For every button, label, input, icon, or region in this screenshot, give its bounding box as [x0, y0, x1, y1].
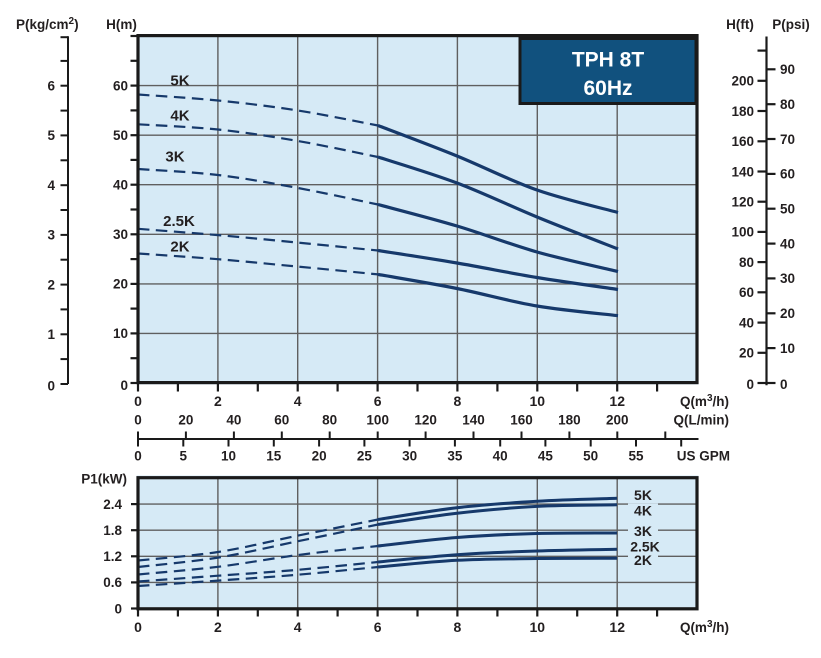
- svg-text:50: 50: [780, 202, 795, 217]
- svg-text:0: 0: [134, 619, 142, 635]
- svg-text:180: 180: [731, 104, 754, 119]
- svg-text:5K: 5K: [634, 487, 652, 503]
- svg-text:4: 4: [47, 178, 55, 193]
- svg-text:1.2: 1.2: [103, 549, 122, 564]
- svg-text:30: 30: [402, 448, 417, 463]
- svg-text:80: 80: [322, 413, 337, 428]
- svg-text:50: 50: [583, 448, 598, 463]
- svg-text:0: 0: [746, 377, 754, 392]
- svg-text:2: 2: [214, 393, 222, 409]
- svg-text:20: 20: [113, 277, 128, 292]
- svg-text:0: 0: [47, 378, 55, 393]
- svg-text:4: 4: [294, 393, 302, 409]
- svg-text:3K: 3K: [165, 148, 184, 165]
- svg-text:5: 5: [47, 128, 55, 143]
- svg-text:2K: 2K: [170, 238, 189, 255]
- svg-text:20: 20: [312, 448, 327, 463]
- svg-text:10: 10: [780, 341, 795, 356]
- svg-text:4K: 4K: [634, 503, 652, 519]
- svg-text:60: 60: [780, 167, 795, 182]
- svg-text:200: 200: [606, 413, 629, 428]
- svg-text:0: 0: [134, 413, 142, 428]
- svg-text:25: 25: [357, 448, 373, 463]
- svg-text:0: 0: [120, 378, 128, 393]
- svg-text:30: 30: [780, 271, 795, 286]
- svg-text:0: 0: [134, 393, 142, 409]
- svg-text:30: 30: [113, 227, 128, 242]
- svg-text:P(kg/cm2): P(kg/cm2): [16, 16, 79, 32]
- svg-text:TPH 8T: TPH 8T: [572, 49, 645, 72]
- svg-text:5K: 5K: [170, 72, 189, 89]
- svg-text:6: 6: [374, 619, 382, 635]
- svg-text:80: 80: [739, 255, 754, 270]
- svg-text:140: 140: [731, 164, 754, 179]
- svg-text:8: 8: [454, 393, 462, 409]
- svg-text:Q(L/min): Q(L/min): [674, 413, 730, 428]
- svg-text:Q(m3/h): Q(m3/h): [680, 619, 729, 635]
- svg-text:6: 6: [374, 393, 382, 409]
- svg-text:P(psi): P(psi): [772, 17, 810, 32]
- svg-text:10: 10: [530, 619, 546, 635]
- svg-text:40: 40: [493, 448, 508, 463]
- svg-text:40: 40: [739, 315, 754, 330]
- svg-text:100: 100: [731, 225, 754, 240]
- svg-text:2.5K: 2.5K: [163, 213, 195, 230]
- svg-text:40: 40: [226, 413, 241, 428]
- svg-text:160: 160: [731, 134, 754, 149]
- svg-text:2.4: 2.4: [103, 497, 122, 512]
- svg-text:100: 100: [366, 413, 389, 428]
- svg-text:20: 20: [739, 346, 754, 361]
- svg-text:35: 35: [447, 448, 463, 463]
- svg-text:2K: 2K: [634, 552, 652, 568]
- svg-text:10: 10: [113, 326, 128, 341]
- svg-text:40: 40: [113, 178, 128, 193]
- svg-text:H(m): H(m): [106, 17, 137, 32]
- svg-text:4K: 4K: [170, 107, 189, 124]
- svg-text:10: 10: [221, 448, 236, 463]
- svg-text:60: 60: [274, 413, 289, 428]
- svg-text:P1(kW): P1(kW): [81, 472, 127, 487]
- svg-text:20: 20: [178, 413, 193, 428]
- svg-text:4: 4: [294, 619, 302, 635]
- svg-text:0: 0: [780, 377, 788, 392]
- svg-text:0: 0: [134, 448, 142, 463]
- svg-text:120: 120: [731, 195, 754, 210]
- svg-text:90: 90: [780, 62, 795, 77]
- svg-text:200: 200: [731, 74, 754, 89]
- svg-text:0: 0: [114, 601, 122, 616]
- svg-text:45: 45: [538, 448, 554, 463]
- svg-text:0.6: 0.6: [103, 575, 122, 590]
- svg-text:2.5K: 2.5K: [630, 539, 660, 555]
- svg-text:H(ft): H(ft): [726, 17, 754, 32]
- svg-text:20: 20: [780, 306, 795, 321]
- svg-text:2: 2: [214, 619, 222, 635]
- svg-text:180: 180: [558, 413, 581, 428]
- svg-text:3K: 3K: [634, 523, 652, 539]
- svg-text:US GPM: US GPM: [677, 448, 730, 463]
- svg-text:80: 80: [780, 97, 795, 112]
- svg-text:60: 60: [113, 78, 128, 93]
- svg-text:70: 70: [780, 132, 795, 147]
- svg-text:40: 40: [780, 236, 795, 251]
- svg-text:55: 55: [628, 448, 644, 463]
- svg-text:60Hz: 60Hz: [583, 77, 632, 100]
- svg-text:12: 12: [609, 619, 625, 635]
- svg-text:5: 5: [180, 448, 188, 463]
- svg-text:120: 120: [414, 413, 437, 428]
- svg-text:6: 6: [47, 79, 55, 94]
- svg-text:140: 140: [462, 413, 485, 428]
- svg-text:8: 8: [454, 619, 462, 635]
- svg-text:15: 15: [266, 448, 282, 463]
- svg-text:50: 50: [113, 128, 128, 143]
- svg-text:10: 10: [530, 393, 546, 409]
- svg-text:3: 3: [47, 228, 55, 243]
- svg-text:1: 1: [47, 327, 55, 342]
- svg-text:160: 160: [510, 413, 533, 428]
- svg-text:2: 2: [47, 277, 55, 292]
- svg-text:Q(m3/h): Q(m3/h): [680, 393, 729, 409]
- svg-text:12: 12: [609, 393, 625, 409]
- svg-text:60: 60: [739, 285, 754, 300]
- svg-text:1.8: 1.8: [103, 523, 122, 538]
